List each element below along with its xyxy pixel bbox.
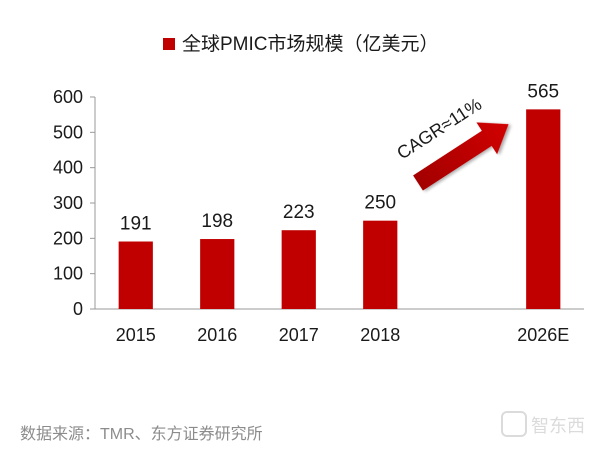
bars: 191 198 223 250 565 [118, 81, 561, 309]
bar [363, 220, 398, 309]
x-tick-label: 2017 [279, 325, 319, 345]
y-tick-label: 200 [53, 228, 83, 248]
x-tick-label: 2018 [360, 325, 400, 345]
data-label: 223 [283, 202, 315, 223]
cagr-annotation: CAGR≈11% [393, 94, 509, 191]
cagr-arrow [413, 122, 509, 191]
y-tick-label: 600 [53, 87, 83, 107]
bar [281, 230, 316, 309]
x-tick-label: 2016 [197, 325, 237, 345]
y-tick-label: 400 [53, 158, 83, 178]
bar [526, 109, 561, 309]
x-axis-ticks: 2015 2016 2017 2018 2026E [116, 325, 570, 345]
y-tick-label: 500 [53, 122, 83, 142]
bar [200, 239, 235, 309]
data-label: 250 [364, 193, 396, 214]
legend-label: 全球PMIC市场规模（亿美元） [182, 33, 439, 55]
bar [118, 241, 153, 309]
data-label: 191 [120, 214, 152, 235]
y-tick-label: 0 [73, 299, 83, 319]
legend-swatch [163, 38, 175, 50]
svg-text:智东西: 智东西 [531, 416, 585, 437]
watermark-logo: 智东西 [501, 411, 585, 437]
source-note: 数据来源：TMR、东方证券研究所 [20, 426, 263, 443]
data-label: 565 [527, 81, 559, 102]
x-tick-label: 2015 [116, 325, 156, 345]
data-label: 198 [201, 211, 233, 232]
x-tick-label: 2026E [517, 325, 569, 345]
y-tick-label: 100 [53, 264, 83, 284]
y-tick-label: 300 [53, 193, 83, 213]
y-axis-ticks: 0 100 200 300 400 500 600 [53, 87, 95, 319]
legend: 全球PMIC市场规模（亿美元） [163, 33, 439, 55]
